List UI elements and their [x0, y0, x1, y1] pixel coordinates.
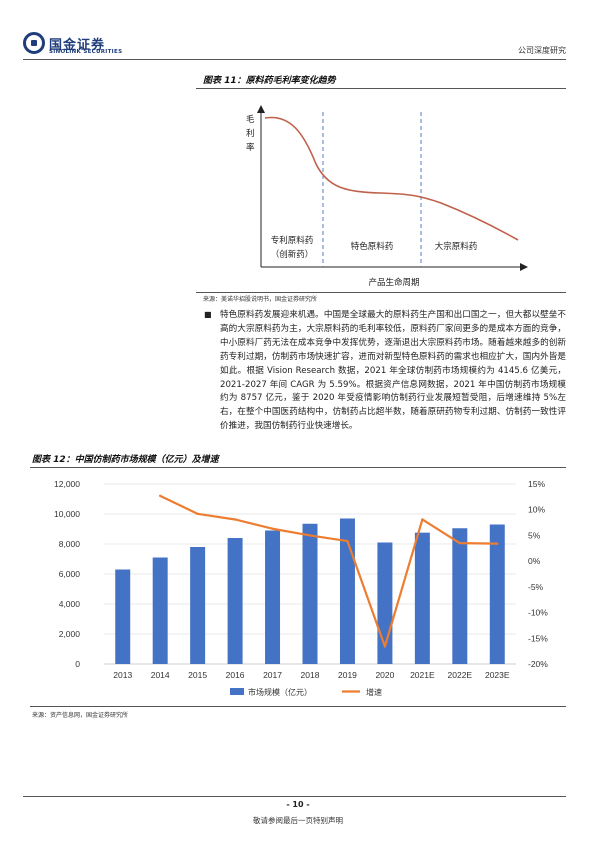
- left-axis-tick-label: 6,000: [59, 569, 81, 579]
- bullet-icon: ■: [204, 310, 212, 319]
- stage-1-label: 专利原料药: [271, 235, 314, 245]
- x-axis-tick-label: 2020: [375, 670, 394, 680]
- growth-point: [271, 527, 274, 530]
- figure-11-source: 来源：美诺华招股说明书，国金证券研究所: [203, 296, 318, 303]
- bar: [452, 528, 468, 664]
- figure-11-title: 图表 11：原料药毛利率变化趋势: [203, 76, 336, 86]
- left-axis-tick-label: 2,000: [59, 629, 81, 639]
- right-axis-tick-label: -20%: [528, 659, 548, 669]
- x-axis-tick-label: 2023E: [485, 670, 510, 680]
- x-axis-tick-label: 2018: [301, 670, 320, 680]
- header-divider: [23, 59, 566, 60]
- figure-11-diagram: 毛 利 率 专利原料药 （创新药） 特色原料药 大宗原料药 产品生命周期: [246, 105, 528, 287]
- stage-1-sublabel: （创新药）: [271, 249, 314, 259]
- x-axis-tick-label: 2022E: [448, 670, 473, 680]
- right-axis-tick-label: 10%: [528, 505, 545, 515]
- left-axis-tick-label: 4,000: [59, 599, 81, 609]
- footer-divider: [23, 796, 566, 797]
- figure-12-chart: 0 2,000 4,000 6,000 8,000 10,000 12,000 -20% -15…: [54, 479, 548, 697]
- figure-12-title-rule: [30, 467, 566, 468]
- bar: [414, 532, 430, 664]
- x-axis-tick-label: 2013: [113, 670, 132, 680]
- logo-text-cn: 国金证券: [49, 38, 106, 53]
- stage-3-label: 大宗原料药: [435, 241, 478, 251]
- body-paragraph: 特色原料药发展迎来机遇。中国是全球最大的原料药生产国和出口国之一，但大都以壁垒不…: [220, 310, 566, 432]
- figure-11-bottom-rule: [196, 292, 566, 293]
- left-axis-tick-label: 8,000: [59, 539, 81, 549]
- page-number: - 10 -: [286, 800, 310, 809]
- x-axis-tick-label: 2015: [188, 670, 207, 680]
- growth-point: [346, 539, 349, 543]
- growth-point: [196, 512, 199, 516]
- growth-point: [421, 518, 424, 521]
- right-axis-tick-label: 0%: [528, 556, 541, 566]
- left-axis-tick-label: 12,000: [54, 479, 80, 489]
- margin-trend-curve: [264, 116, 519, 241]
- figure-12-bottom-rule: [30, 706, 566, 707]
- growth-line: [159, 494, 498, 648]
- figure-12-title: 图表 12：中国仿制药市场规模（亿元）及增速: [32, 455, 219, 465]
- disclaimer-note: 敬请参阅最后一页特别声明: [253, 816, 343, 825]
- bar: [115, 569, 131, 664]
- logo-text-en: SINOLINK SECURITIES: [49, 49, 123, 55]
- y-axis-label-2: 利: [246, 128, 255, 138]
- x-axis-tick-label: 2019: [338, 670, 357, 680]
- right-axis-tick-label: -15%: [528, 633, 548, 643]
- bar: [265, 530, 281, 664]
- growth-point: [383, 645, 387, 648]
- y-axis-label-3: 率: [246, 142, 255, 152]
- bar: [152, 557, 168, 664]
- growth-point: [158, 494, 162, 498]
- x-axis-tick-label: 2016: [226, 670, 245, 680]
- figure-11-title-rule: [196, 88, 566, 89]
- stage-2-label: 特色原料药: [351, 241, 394, 251]
- report-type: 公司深度研究: [518, 46, 566, 55]
- growth-point: [496, 542, 499, 545]
- x-axis-tick-label: 2021E: [410, 670, 435, 680]
- bar: [227, 538, 243, 664]
- logo-icon: [23, 32, 45, 54]
- bar: [489, 524, 505, 664]
- bar: [302, 523, 318, 664]
- right-axis-tick-label: -10%: [528, 608, 548, 618]
- right-axis-tick-label: -5%: [528, 582, 544, 592]
- growth-point: [233, 518, 237, 521]
- growth-point: [458, 541, 462, 545]
- left-axis-tick-label: 10,000: [54, 509, 80, 519]
- legend-line-label: 增速: [366, 687, 382, 697]
- growth-point: [308, 534, 312, 537]
- right-axis-tick-label: 5%: [528, 530, 541, 540]
- legend-bar-swatch: [230, 688, 244, 695]
- x-axis-label: 产品生命周期: [368, 277, 419, 287]
- right-axis-tick-label: 15%: [528, 479, 545, 489]
- x-axis-tick-label: 2017: [263, 670, 282, 680]
- y-axis-label-1: 毛: [246, 114, 255, 124]
- legend-bar-label: 市场规模（亿元）: [248, 687, 312, 697]
- bar: [190, 547, 206, 664]
- left-axis-tick-label: 0: [75, 659, 80, 669]
- figure-12-source: 来源：资产信息网，国金证券研究所: [32, 712, 129, 719]
- x-axis-tick-label: 2014: [151, 670, 170, 680]
